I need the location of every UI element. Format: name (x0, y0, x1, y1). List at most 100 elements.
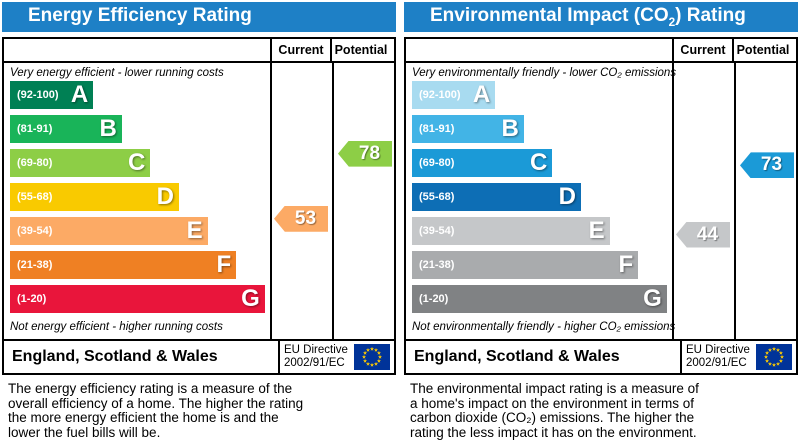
chart-footer: England, Scotland & Wales EU Directive 2… (406, 339, 796, 373)
eu-directive-label: EU Directive 2002/91/EC (278, 341, 350, 373)
band-row: (1-20) G (406, 285, 672, 313)
band-letter: E (186, 217, 203, 244)
potential-rating-value: 73 (760, 154, 783, 176)
band-letter: D (156, 183, 174, 210)
current-rating-arrow: 44 (676, 221, 730, 248)
energy-chart-frame: Current Potential Very energy efficient … (2, 37, 396, 375)
current-column-header: Current (270, 39, 330, 61)
band-bar-e: (39-54) E (412, 217, 610, 245)
band-row: (39-54) E (4, 217, 270, 245)
band-row: (92-100) A (406, 81, 672, 109)
column-divider (734, 63, 736, 339)
environmental-title-bar: Environmental Impact (CO2) Rating (404, 2, 798, 32)
band-letter: E (588, 217, 605, 244)
band-range: (55-68) (419, 191, 455, 203)
band-bar-f: (21-38) F (412, 251, 639, 279)
column-header-row: Current Potential (4, 39, 394, 63)
band-range: (92-100) (419, 89, 461, 101)
title-main: Energy Efficiency Rating (28, 5, 252, 27)
eu-flag (752, 341, 796, 373)
band-range: (81-91) (419, 123, 455, 135)
band-range: (81-91) (17, 123, 53, 135)
energy-rating-description: The energy efficiency rating is a measur… (8, 381, 304, 440)
band-bar-d: (55-68) D (10, 183, 179, 211)
band-row: (69-80) C (406, 149, 672, 177)
energy-panel-title: Energy Efficiency Rating (28, 5, 252, 29)
title-tail: ) Rating (675, 5, 746, 27)
potential-rating-value: 78 (358, 142, 381, 164)
title-main: Environmental Impact (CO (430, 5, 669, 27)
band-bar-a: (92-100) A (412, 81, 496, 109)
region-label: England, Scotland & Wales (12, 348, 218, 365)
column-header-spacer (406, 39, 672, 61)
band-bar-g: (1-20) G (10, 285, 265, 313)
band-bar-c: (69-80) C (10, 149, 151, 177)
environmental-impact-panel: Environmental Impact (CO2) Rating Curren… (404, 2, 798, 443)
band-range: (1-20) (419, 293, 449, 305)
band-letter: G (643, 285, 662, 312)
band-range: (92-100) (17, 89, 59, 101)
band-letter: C (530, 149, 548, 176)
band-bar-c: (69-80) C (412, 149, 553, 177)
environmental-panel-title: Environmental Impact (CO2) Rating (430, 5, 746, 29)
eu-flag (350, 341, 394, 373)
potential-column-header: Potential (732, 39, 792, 61)
bottom-caption: Not energy efficient - higher running co… (10, 321, 223, 333)
energy-chart-body: Very energy efficient - lower running co… (4, 63, 394, 339)
band-letter: F (618, 251, 634, 278)
band-letter: F (216, 251, 232, 278)
environmental-rating-description: The environmental impact rating is a mea… (410, 381, 699, 440)
environmental-chart-body: Very environmentally friendly - lower CO… (406, 63, 796, 339)
band-bar-b: (81-91) B (10, 115, 122, 143)
band-range: (69-80) (17, 157, 53, 169)
band-bar-g: (1-20) G (412, 285, 667, 313)
energy-title-bar: Energy Efficiency Rating (2, 2, 396, 32)
band-range: (1-20) (17, 293, 47, 305)
band-row: (21-38) F (4, 251, 270, 279)
band-row: (92-100) A (4, 81, 270, 109)
current-rating-value: 53 (294, 207, 317, 229)
band-range: (39-54) (17, 225, 53, 237)
band-letter: A (70, 81, 89, 108)
top-caption: Very energy efficient - lower running co… (10, 67, 224, 79)
band-letter: C (128, 149, 146, 176)
band-row: (55-68) D (4, 183, 270, 211)
band-letter: D (558, 183, 576, 210)
band-range: (21-38) (17, 259, 53, 271)
region-label: England, Scotland & Wales (414, 348, 620, 365)
band-range: (55-68) (17, 191, 53, 203)
band-bar-b: (81-91) B (412, 115, 524, 143)
current-column-header: Current (672, 39, 732, 61)
band-row: (1-20) G (4, 285, 270, 313)
chart-footer: England, Scotland & Wales EU Directive 2… (4, 339, 394, 373)
band-bar-f: (21-38) F (10, 251, 237, 279)
band-bar-a: (92-100) A (10, 81, 94, 109)
band-row: (81-91) B (406, 115, 672, 143)
potential-column-header: Potential (330, 39, 390, 61)
column-header-spacer (4, 39, 270, 61)
band-letter: G (241, 285, 260, 312)
potential-rating-arrow: 78 (338, 140, 392, 167)
column-divider (332, 63, 334, 339)
potential-rating-arrow: 73 (740, 152, 794, 179)
band-range: (21-38) (419, 259, 455, 271)
band-row: (55-68) D (406, 183, 672, 211)
band-letter: A (472, 81, 491, 108)
eu-directive-label: EU Directive 2002/91/EC (680, 341, 752, 373)
band-letter: B (501, 115, 519, 142)
band-row: (39-54) E (406, 217, 672, 245)
band-row: (81-91) B (4, 115, 270, 143)
column-divider (270, 63, 272, 339)
current-rating-arrow: 53 (274, 205, 328, 232)
band-letter: B (99, 115, 117, 142)
band-bar-e: (39-54) E (10, 217, 208, 245)
column-divider (672, 63, 674, 339)
current-rating-value: 44 (696, 223, 719, 245)
column-header-row: Current Potential (406, 39, 796, 63)
environmental-chart-frame: Current Potential Very environmentally f… (404, 37, 798, 375)
bottom-caption: Not environmentally friendly - higher CO… (412, 321, 676, 333)
band-row: (69-80) C (4, 149, 270, 177)
energy-efficiency-panel: Energy Efficiency Rating Current Potenti… (2, 2, 396, 443)
title-subscript: 2 (668, 15, 676, 29)
